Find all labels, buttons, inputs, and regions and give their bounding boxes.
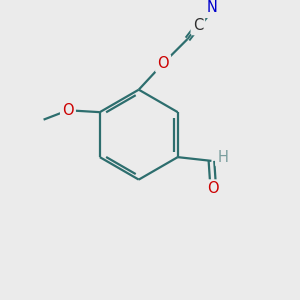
Text: O: O bbox=[62, 103, 74, 118]
Text: H: H bbox=[217, 150, 228, 165]
Text: C: C bbox=[193, 18, 203, 33]
Text: N: N bbox=[207, 0, 218, 14]
Text: O: O bbox=[208, 182, 219, 196]
Text: O: O bbox=[157, 56, 169, 71]
